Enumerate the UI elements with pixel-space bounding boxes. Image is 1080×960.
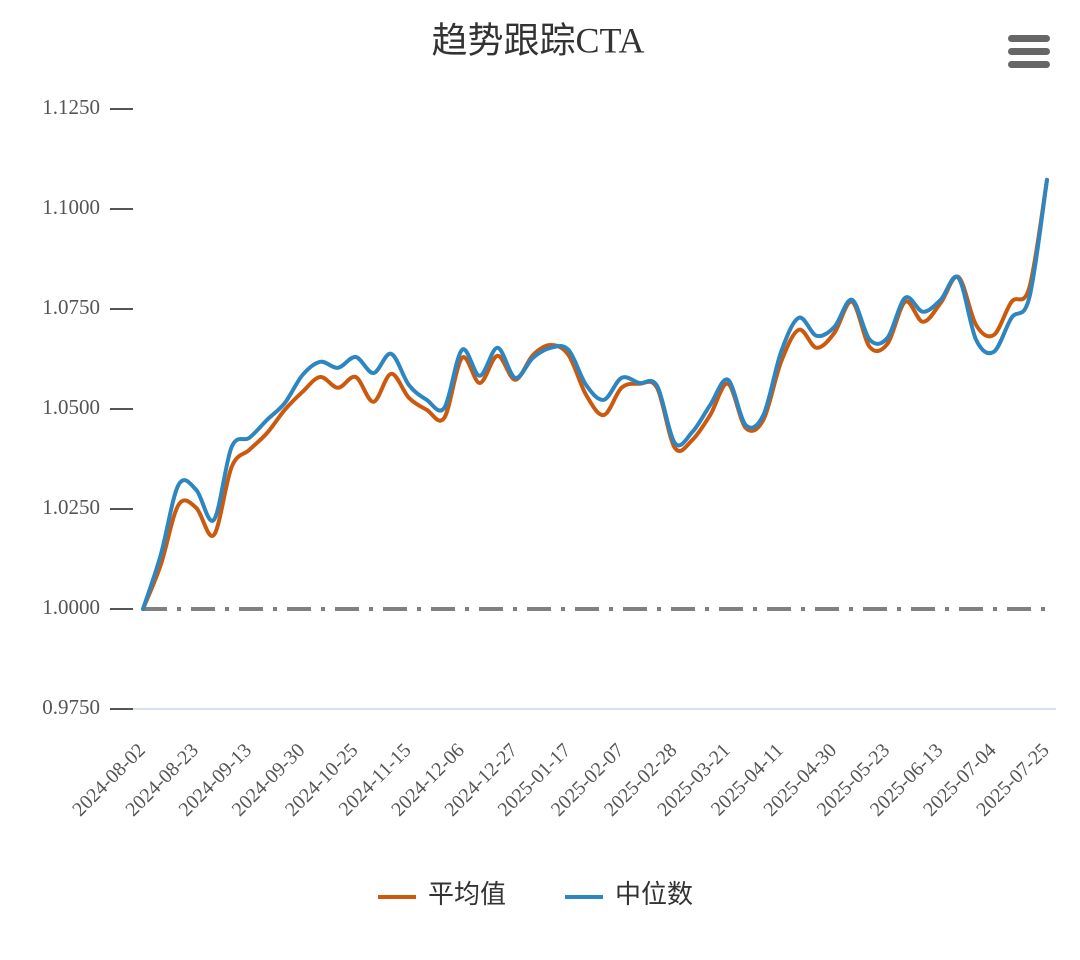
y-tick-label: 1.1000 xyxy=(42,195,100,219)
chart-title: 趋势跟踪CTA xyxy=(431,20,644,60)
y-tick-label: 1.0250 xyxy=(42,495,100,519)
menu-bar xyxy=(1008,48,1050,55)
legend-label: 平均值 xyxy=(428,880,506,909)
y-tick-label: 1.0500 xyxy=(42,395,100,419)
y-tick-label: 1.1250 xyxy=(42,95,100,119)
series-line xyxy=(141,177,1049,611)
y-tick-label: 1.0000 xyxy=(42,595,100,619)
menu-button[interactable] xyxy=(1008,35,1050,68)
menu-bar xyxy=(1008,35,1050,42)
y-tick-label: 0.9750 xyxy=(42,695,100,719)
menu-bar xyxy=(1008,61,1050,68)
legend-label: 中位数 xyxy=(615,880,693,909)
legend-item[interactable]: 平均值 xyxy=(378,880,506,909)
legend-item[interactable]: 中位数 xyxy=(565,880,693,909)
y-tick-label: 1.0750 xyxy=(42,295,100,319)
